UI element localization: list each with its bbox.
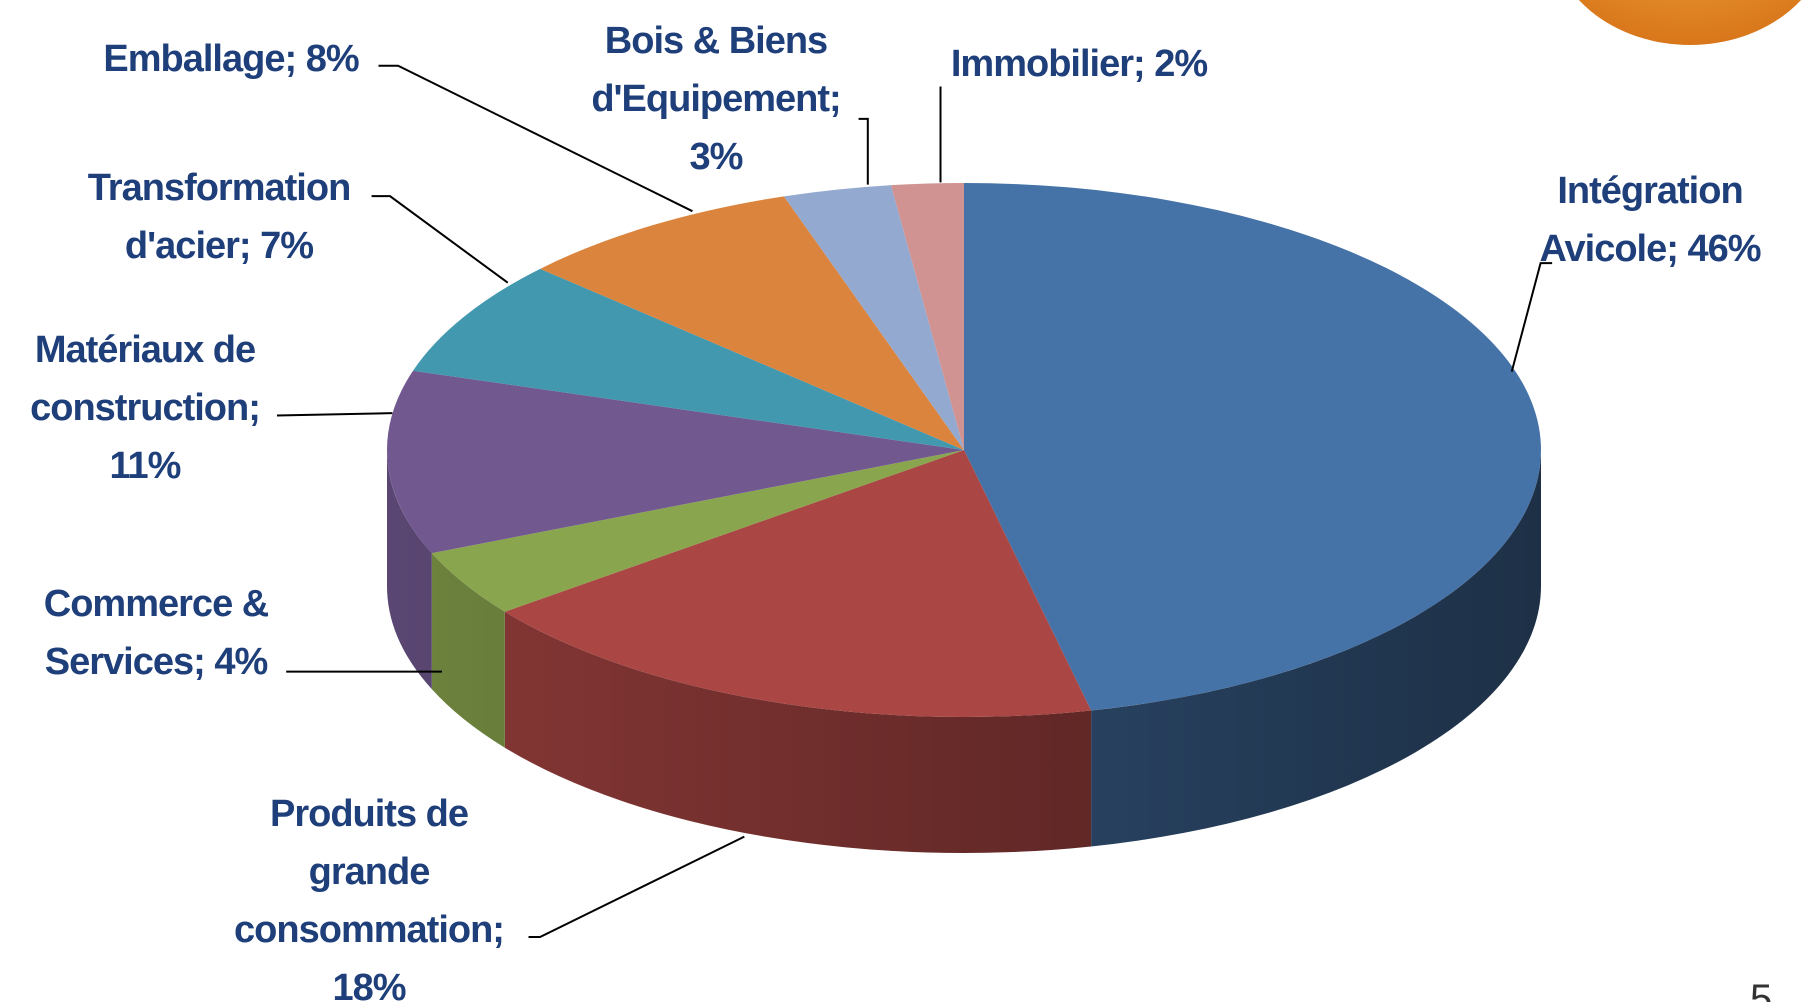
leader-line (276, 412, 393, 417)
category-label: Produits de grande consommation; (234, 793, 505, 951)
pie-slice (504, 450, 1092, 717)
value-label: 18% (332, 967, 406, 1002)
category-label: Transformation d'acier; (87, 167, 352, 267)
leader-line (858, 117, 869, 185)
pie-slice (890, 183, 964, 450)
category-label: Matériaux de construction; (30, 329, 261, 429)
category-label: Intégration Avicole; (1539, 170, 1743, 270)
pie-slice-side (1091, 450, 1541, 847)
data-label: Commerce & Services; 4% (21, 575, 291, 691)
pie-slice (413, 268, 965, 450)
category-label: Immobilier; (950, 43, 1146, 85)
value-label: 4% (214, 641, 268, 683)
pie-slice-side (431, 553, 505, 748)
pie-slice (964, 183, 1541, 711)
data-label: Immobilier; 2% (889, 35, 1269, 93)
data-label: Intégration Avicole; 46% (1500, 162, 1800, 278)
value-label: 2% (1154, 43, 1208, 85)
leader-line (371, 195, 509, 284)
pie-slice (431, 450, 964, 612)
category-label: Commerce & Services; (43, 583, 269, 683)
leader-line (1510, 262, 1553, 372)
data-label: Produits de grande consommation; 18% (209, 785, 529, 1002)
pie-slice-side (504, 611, 1092, 854)
data-label: Bois & Biens d'Equipement; 3% (571, 12, 861, 186)
decoration-image (1578, 0, 1802, 45)
leader-line (378, 64, 693, 213)
pie-slice (386, 370, 964, 554)
data-label: Matériaux de construction; 11% (10, 321, 280, 495)
pie-slice-side (387, 450, 432, 690)
value-label: 8% (305, 38, 360, 80)
slide-number: 5 (1750, 977, 1772, 1002)
value-label: 46% (1687, 228, 1761, 270)
leader-line (528, 835, 745, 939)
data-label: Transformation d'acier; 7% (59, 159, 379, 275)
pie-slice (540, 196, 964, 450)
data-label: Emballage; 8% (41, 30, 421, 88)
pie-slice (783, 185, 964, 450)
category-label: Emballage; (103, 38, 297, 80)
value-label: 11% (109, 445, 182, 487)
value-label: 3% (689, 136, 744, 178)
category-label: Bois & Biens d'Equipement; (591, 20, 841, 120)
value-label: 7% (260, 225, 314, 267)
